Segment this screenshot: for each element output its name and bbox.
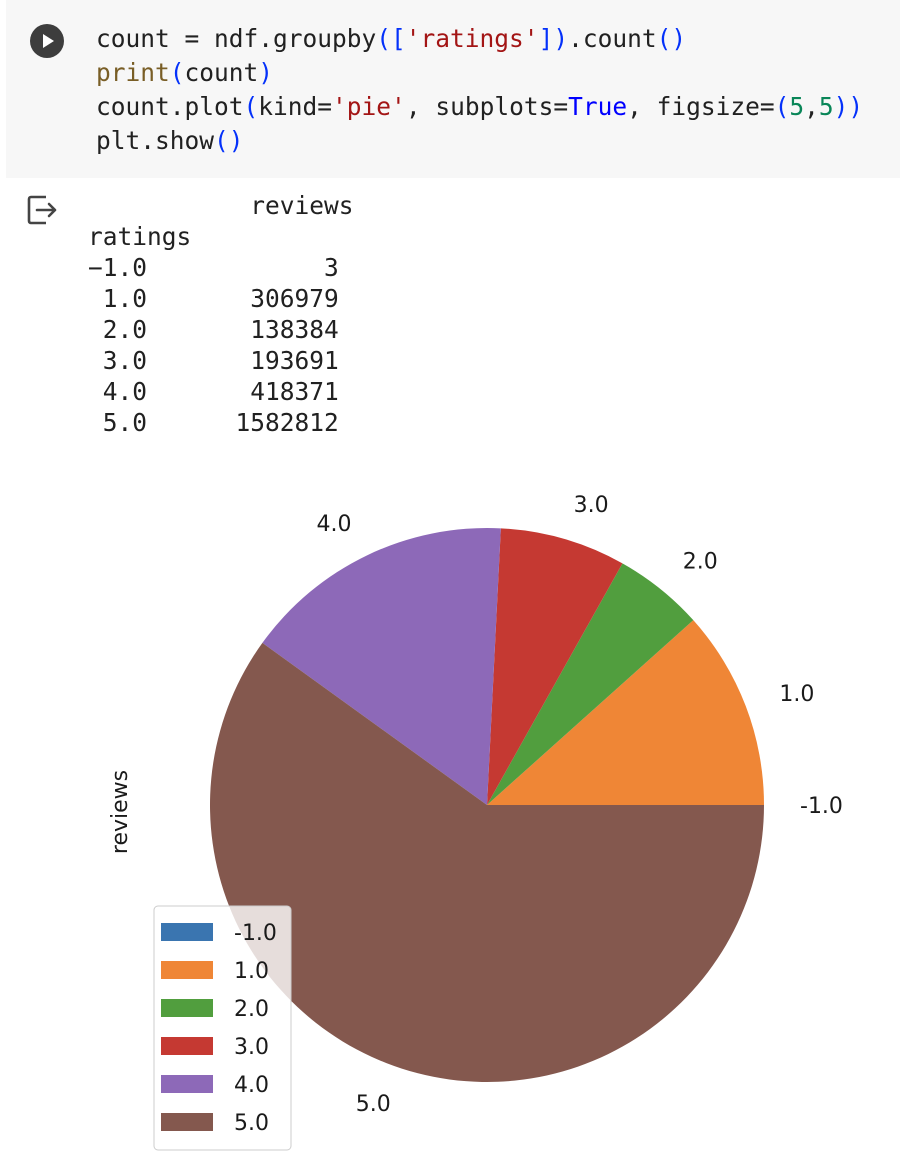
output-line: 4.0 418371 [88,377,339,406]
legend-swatch [161,999,213,1017]
pie-slice [262,528,501,805]
code-token: count [184,58,259,87]
code-token: , subplots= [405,92,569,121]
output-line: −1.0 3 [88,253,339,282]
legend-swatch [161,1075,213,1093]
code-line: count = ndf.groupby(['ratings']).count() [96,22,863,56]
code-token: )) [833,92,864,121]
code-token: .count [568,24,657,53]
code-token: plt.show [96,126,215,155]
pie-slice [487,620,764,805]
code-token: 5 [818,92,834,121]
code-cell[interactable]: count = ndf.groupby(['ratings']).count()… [6,0,900,178]
code-token: count = ndf.groupby [96,24,377,53]
output-line: 3.0 193691 [88,346,339,375]
legend-label: 2.0 [234,997,269,1022]
code-token: 'pie' [332,92,406,121]
code-token: kind= [258,92,333,121]
legend-swatch [161,1113,213,1131]
slice-label: 2.0 [683,550,718,575]
code-token: ) [258,58,274,87]
slice-label: 3.0 [574,493,609,518]
code-line: plt.show() [96,124,863,158]
code-token: count.plot [96,92,244,121]
pie-slice [487,528,623,805]
legend-label: 5.0 [234,1111,269,1136]
slice-label: 4.0 [316,512,351,537]
pie-slice [209,642,764,1082]
code-line: count.plot(kind='pie', subplots=True, fi… [96,90,863,124]
y-axis-label: reviews [108,770,133,854]
code-line: print(count) [96,56,863,90]
pie-chart: -1.0 1.0 2.0 3.0 4.0 5.0 reviews -1.0 1.0 2.0 3.… [108,493,843,1151]
code-token: print [96,58,170,87]
chart-legend: -1.0 1.0 2.0 3.0 4.0 5.0 [153,905,292,1151]
code-token: , [804,92,819,121]
legend-label: 4.0 [234,1073,269,1098]
code-token: , figsize= [627,92,775,121]
output-line: 2.0 138384 [88,315,339,344]
code-token: () [656,24,687,53]
output-line: reviews [88,191,354,220]
run-cell-button[interactable] [30,24,64,58]
code-token: ( [243,92,259,121]
pie-slice [487,563,694,805]
legend-label: 3.0 [234,1035,269,1060]
code-token: () [214,126,244,155]
legend-swatch [161,1037,213,1055]
cell-output-text: reviews ratings −1.0 3 1.0 306979 2.0 1383… [88,190,354,438]
output-line: ratings [88,222,192,251]
slice-label: -1.0 [800,794,843,819]
output-line: 5.0 1582812 [88,408,339,437]
code-token: ( [169,58,185,87]
code-token: [ [391,24,406,53]
legend-swatch [161,923,213,941]
code-token: True [568,92,628,121]
output-line: 1.0 306979 [88,284,339,313]
output-action-icon[interactable] [26,194,58,226]
legend-swatch [161,961,213,979]
code-editor[interactable]: count = ndf.groupby(['ratings']).count()… [96,22,863,158]
play-icon [43,34,54,48]
legend-label: 1.0 [234,959,269,984]
slice-label: 5.0 [356,1092,391,1117]
code-token: 'ratings' [405,24,539,53]
code-token: ] [538,24,554,53]
code-token: 5 [789,92,805,121]
code-token: ( [376,24,392,53]
legend-label: -1.0 [234,921,277,946]
code-token: ) [553,24,569,53]
slice-label: 1.0 [779,682,814,707]
code-token: ( [774,92,790,121]
